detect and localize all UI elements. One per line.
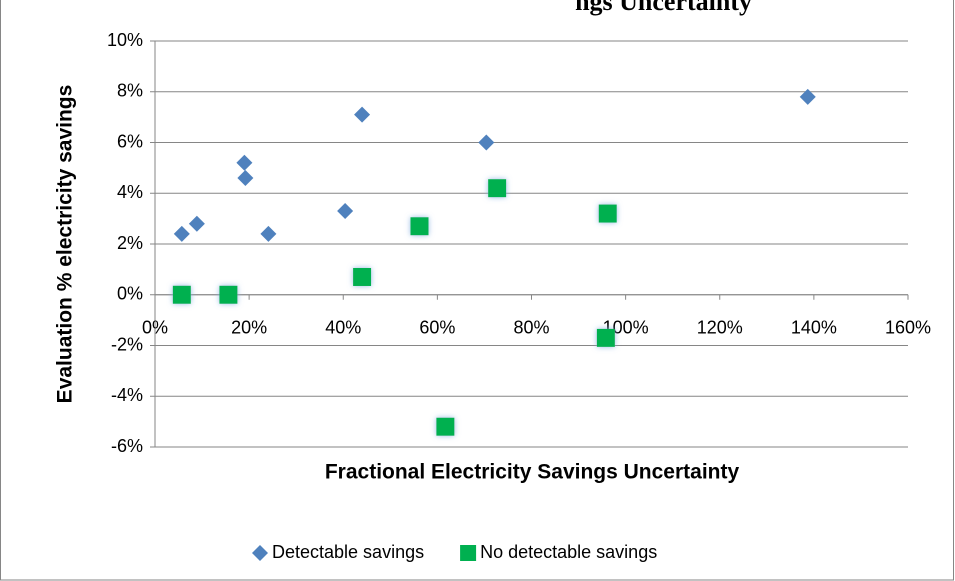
point: [337, 203, 354, 220]
y-tick-label: -6%: [111, 436, 143, 456]
point: [478, 134, 495, 151]
y-tick-label: 8%: [117, 81, 143, 101]
x-axis-title: Fractional Electricity Savings Uncertain…: [325, 461, 740, 484]
point: [236, 154, 253, 171]
point: [436, 417, 455, 436]
point: [353, 267, 372, 286]
x-tick-label: 140%: [791, 318, 837, 338]
point: [799, 88, 816, 105]
point: [410, 217, 429, 236]
x-tick-label: 160%: [885, 318, 931, 338]
legend-marker: [252, 545, 268, 561]
legend-marker: [460, 545, 477, 561]
chart-title: ngs Uncertainty: [575, 0, 752, 16]
point: [260, 225, 277, 242]
y-tick-label: 2%: [117, 233, 143, 253]
legend-label: No detectable savings: [480, 542, 657, 562]
point: [173, 225, 190, 242]
y-tick-label: 10%: [107, 30, 143, 50]
point: [596, 328, 615, 347]
x-tick-label: 40%: [325, 318, 361, 338]
y-tick-label: 0%: [117, 284, 143, 304]
x-tick-label: 20%: [231, 318, 267, 338]
x-tick-label: 80%: [513, 318, 549, 338]
point: [488, 179, 507, 198]
y-tick-label: -4%: [111, 385, 143, 405]
point: [188, 215, 205, 232]
y-tick-label: 6%: [117, 131, 143, 151]
y-axis-title: Evaluation % electricity savings: [54, 85, 77, 404]
point: [172, 285, 191, 304]
point: [219, 285, 238, 304]
point: [237, 170, 254, 187]
point: [354, 106, 371, 123]
y-tick-label: -2%: [111, 334, 143, 354]
y-tick-label: 4%: [117, 182, 143, 202]
point: [598, 204, 617, 223]
x-tick-label: 60%: [419, 318, 455, 338]
x-tick-label: 120%: [697, 318, 743, 338]
x-tick-label: 0%: [142, 318, 168, 338]
legend-label: Detectable savings: [272, 542, 424, 562]
